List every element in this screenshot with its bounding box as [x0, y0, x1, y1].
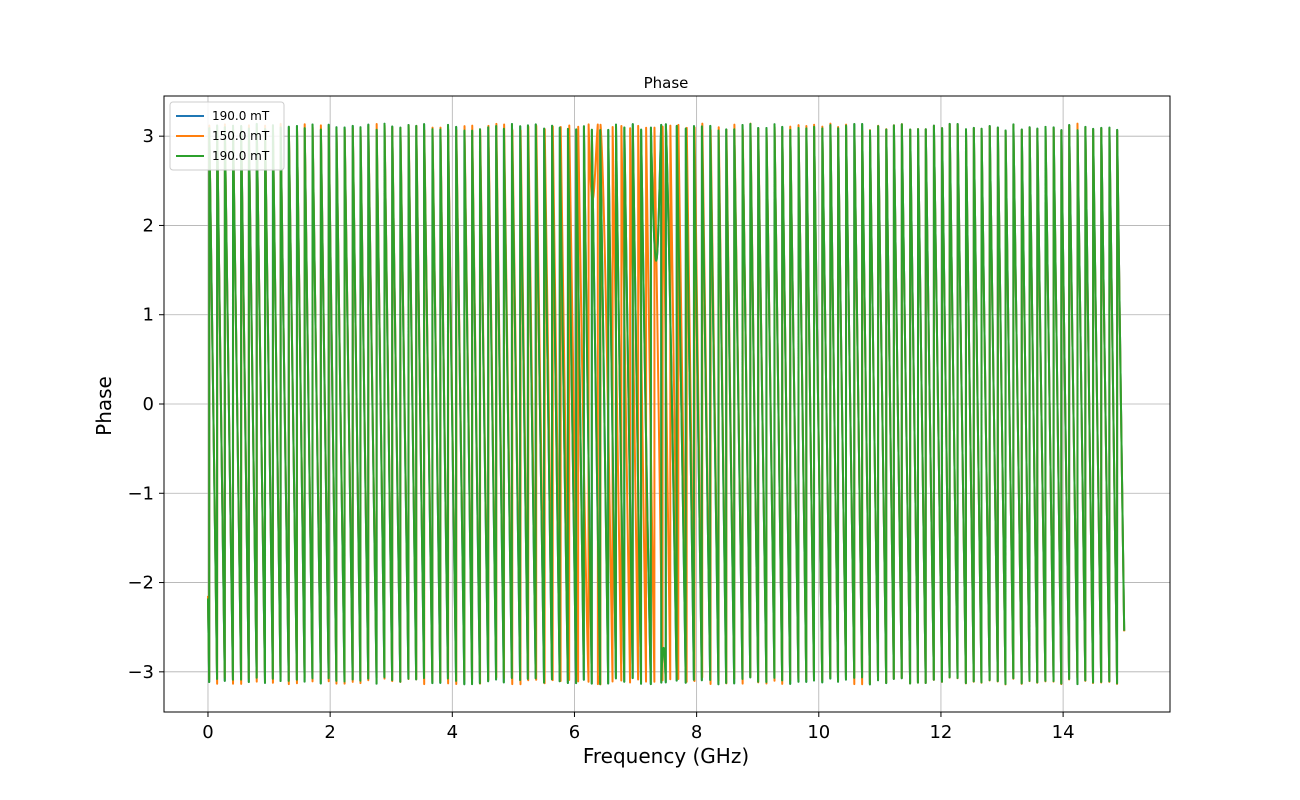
y-tick-label: 3 [143, 126, 154, 147]
y-tick-label: −2 [127, 573, 154, 594]
legend-label-2: 190.0 mT [212, 149, 270, 163]
x-tick-label: 12 [929, 722, 952, 743]
legend: 190.0 mT 150.0 mT 190.0 mT [170, 102, 284, 170]
x-axis-label: Frequency (GHz) [583, 744, 749, 768]
x-tick-label: 8 [691, 722, 702, 743]
y-tick-label: 1 [143, 305, 154, 326]
y-tick-label: 2 [143, 215, 154, 236]
x-tick-label: 2 [324, 722, 335, 743]
y-tick-label: −1 [127, 483, 154, 504]
y-tick-label: 0 [143, 394, 154, 415]
x-tick-label: 4 [447, 722, 458, 743]
legend-label-1: 150.0 mT [212, 129, 270, 143]
y-tick-label: −3 [127, 662, 154, 683]
x-tick-label: 10 [807, 722, 830, 743]
x-tick-label: 14 [1052, 722, 1075, 743]
x-tick-label: 6 [569, 722, 580, 743]
y-axis-label: Phase [92, 376, 116, 436]
x-tick-label: 0 [202, 722, 213, 743]
chart-title: Phase [644, 74, 689, 92]
legend-label-0: 190.0 mT [212, 109, 270, 123]
